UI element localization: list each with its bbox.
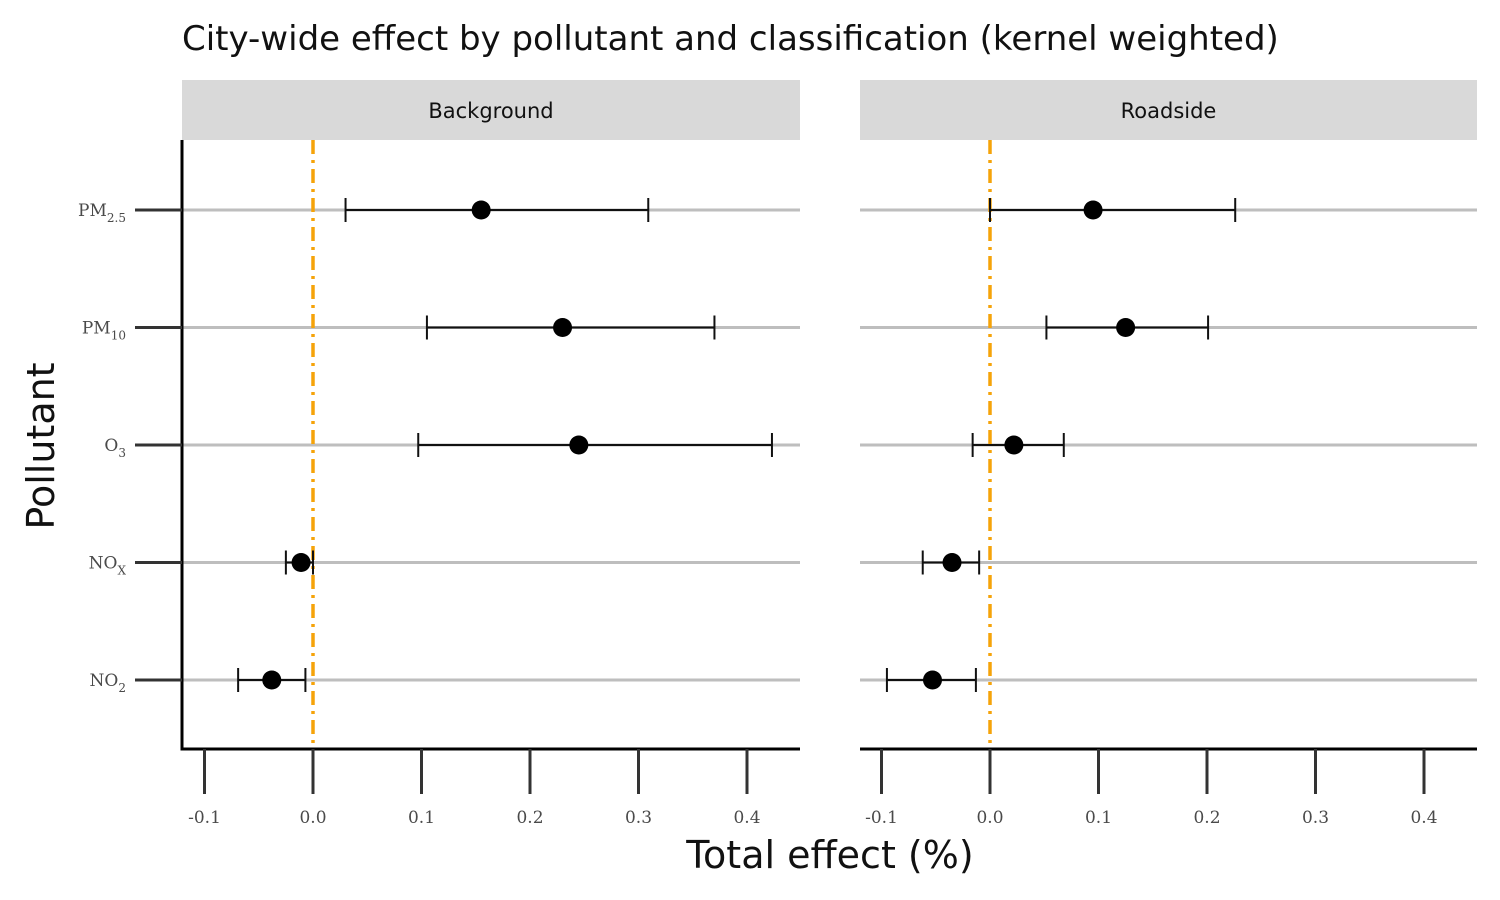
data-point [291, 553, 311, 572]
y-tick-label: NOX [89, 554, 127, 578]
facet-background: Background -0.1 0.0 0.1 0.2 0.3 0.4 [182, 80, 800, 828]
data-point [1004, 435, 1024, 455]
facet-strip [860, 80, 1477, 140]
facet-roadside: Roadside -0.1 0.0 0.1 0.2 0.3 0.4 [860, 80, 1477, 828]
x-tick-label: 0.3 [1302, 808, 1329, 828]
y-tick-label: PM2.5 [78, 201, 126, 225]
x-axis-title: Total effect (%) [685, 833, 973, 877]
data-point [553, 318, 573, 337]
data-point [1083, 200, 1103, 220]
facet-strip-label: Roadside [1121, 99, 1217, 123]
data-point [569, 435, 589, 455]
x-tick-label: 0.0 [299, 808, 326, 828]
x-tick-label: 0.2 [516, 808, 543, 828]
data-point [1116, 318, 1136, 337]
y-tick-label: PM10 [82, 319, 126, 343]
chart-title: City-wide effect by pollutant and classi… [182, 19, 1279, 59]
facets: Background -0.1 0.0 0.1 0.2 0.3 0.4 Roadside -0.… [182, 80, 1477, 828]
data-point [471, 200, 491, 220]
data-point [262, 670, 282, 690]
y-tick-label: O3 [104, 436, 126, 460]
facet-strip [182, 80, 800, 140]
x-tick-label: 0.4 [1410, 808, 1437, 828]
x-tick-label: 0.1 [408, 808, 435, 828]
x-tick-label: -0.1 [865, 808, 898, 828]
x-tick-label: 0.1 [1085, 808, 1112, 828]
x-tick-label: 0.2 [1193, 808, 1220, 828]
y-tick-label: NO2 [90, 671, 126, 695]
x-tick-label: 0.0 [976, 808, 1003, 828]
y-axis: PM2.5 PM10 O3 NOX NO2 [78, 140, 184, 751]
data-point [922, 670, 942, 690]
facet-strip-label: Background [428, 99, 553, 123]
y-axis-title: Pollutant [19, 362, 63, 529]
x-tick-label: 0.4 [733, 808, 760, 828]
x-tick-label: -0.1 [188, 808, 221, 828]
data-point [942, 553, 962, 572]
x-tick-label: 0.3 [625, 808, 652, 828]
